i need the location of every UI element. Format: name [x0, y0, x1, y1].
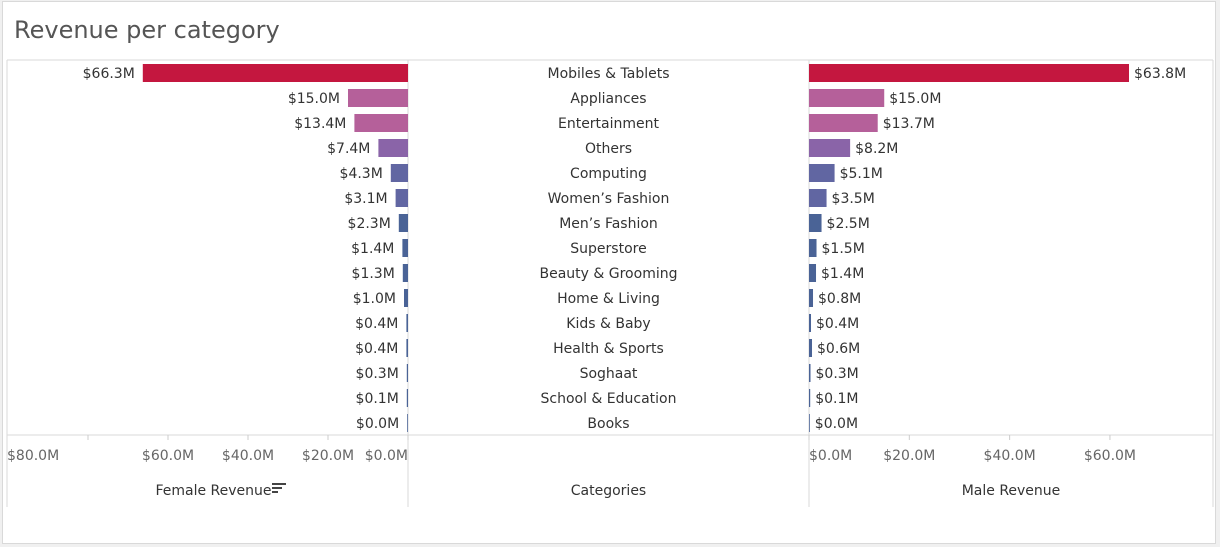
male-axis-tick-label: $60.0M [1084, 448, 1136, 464]
male-bar-label: $5.1M [840, 166, 883, 182]
male-bar [809, 289, 814, 307]
female-bar-label: $13.4M [294, 116, 346, 132]
male-bar [809, 64, 1129, 82]
category-label: Superstore [570, 241, 646, 257]
female-bar [348, 89, 408, 107]
female-bar-label: $4.3M [340, 166, 383, 182]
female-bar [378, 139, 408, 157]
category-label: Appliances [570, 91, 646, 107]
male-bar-label: $0.8M [818, 291, 861, 307]
female-axis-tick-label: $0.0M [365, 448, 408, 464]
sort-icon-bar [272, 491, 278, 493]
male-bar-label: $0.4M [816, 316, 859, 332]
male-bar [809, 114, 878, 132]
female-bar [404, 289, 408, 307]
male-bar-label: $8.2M [855, 141, 898, 157]
female-bar [406, 314, 408, 332]
male-bar-label: $1.5M [822, 241, 865, 257]
female-bar-label: $0.4M [355, 341, 398, 357]
male-bar [809, 139, 851, 157]
category-label: Men’s Fashion [559, 216, 658, 232]
female-bar [406, 364, 408, 382]
female-bar-label: $0.0M [356, 416, 399, 432]
male-bar-label: $3.5M [832, 191, 875, 207]
female-bar-label: $0.1M [356, 391, 399, 407]
female-bar [406, 389, 408, 407]
category-label: Beauty & Grooming [540, 266, 678, 282]
male-axis-tick-label: $20.0M [883, 448, 935, 464]
female-bar-label: $0.4M [355, 316, 398, 332]
male-revenue-header: Male Revenue [962, 483, 1061, 499]
female-bar-label: $0.3M [356, 366, 399, 382]
female-bar-label: $1.4M [351, 241, 394, 257]
female-bar-label: $1.0M [353, 291, 396, 307]
sort-icon-bar [272, 487, 282, 489]
male-axis-tick-label: $0.0M [809, 448, 852, 464]
female-bar [142, 64, 409, 82]
female-revenue-header: Female Revenue [155, 483, 271, 499]
female-bar-label: $3.1M [344, 191, 387, 207]
male-bar-label: $63.8M [1134, 66, 1186, 82]
category-label: Mobiles & Tablets [547, 66, 669, 82]
male-bar [809, 89, 885, 107]
male-bar-label: $0.0M [815, 416, 858, 432]
female-axis-tick-label: $40.0M [222, 448, 274, 464]
female-axis-tick-label: $80.0M [7, 448, 59, 464]
sort-icon-bar [272, 483, 286, 485]
category-label: Computing [570, 166, 647, 182]
category-label: Home & Living [557, 291, 660, 307]
female-bar-label: $66.3M [83, 66, 135, 82]
category-label: Women’s Fashion [548, 191, 670, 207]
female-bar [395, 189, 408, 207]
male-bar-label: $2.5M [827, 216, 870, 232]
male-bar-label: $0.3M [816, 366, 859, 382]
female-bar [354, 114, 408, 132]
female-bar-label: $15.0M [288, 91, 340, 107]
female-bar [402, 264, 408, 282]
male-bar [809, 339, 813, 357]
male-bar [809, 414, 810, 432]
male-bar [809, 164, 835, 182]
female-bar-label: $1.3M [352, 266, 395, 282]
category-label: Others [585, 141, 632, 157]
female-bar [390, 164, 408, 182]
male-bar [809, 264, 817, 282]
category-label: School & Education [541, 391, 677, 407]
male-bar [809, 239, 817, 257]
female-bar [402, 239, 408, 257]
male-axis-tick-label: $40.0M [984, 448, 1036, 464]
female-axis-tick-label: $20.0M [302, 448, 354, 464]
male-bar-label: $0.6M [817, 341, 860, 357]
male-bar [809, 214, 822, 232]
female-bar-label: $2.3M [348, 216, 391, 232]
sort-descending-icon[interactable] [272, 483, 286, 493]
butterfly-bar-chart: $66.3M Mobiles & Tablets $63.8M $15.0M Appli… [6, 59, 1214, 507]
female-bar [407, 414, 408, 432]
female-axis-tick-label: $60.0M [142, 448, 194, 464]
category-label: Kids & Baby [566, 316, 650, 332]
chart-title: Revenue per category [14, 16, 280, 44]
male-bar-label: $1.4M [821, 266, 864, 282]
female-bar [406, 339, 408, 357]
female-bar-label: $7.4M [327, 141, 370, 157]
category-label: Soghaat [580, 366, 638, 382]
male-bar-label: $13.7M [883, 116, 935, 132]
male-bar [809, 389, 811, 407]
male-bar-label: $15.0M [889, 91, 941, 107]
male-bar-label: $0.1M [815, 391, 858, 407]
male-bar [809, 189, 827, 207]
category-label: Books [587, 416, 629, 432]
male-bar [809, 364, 811, 382]
female-bar [398, 214, 408, 232]
category-label: Entertainment [558, 116, 660, 132]
category-label: Health & Sports [553, 341, 664, 357]
male-bar [809, 314, 812, 332]
categories-header: Categories [571, 483, 646, 499]
